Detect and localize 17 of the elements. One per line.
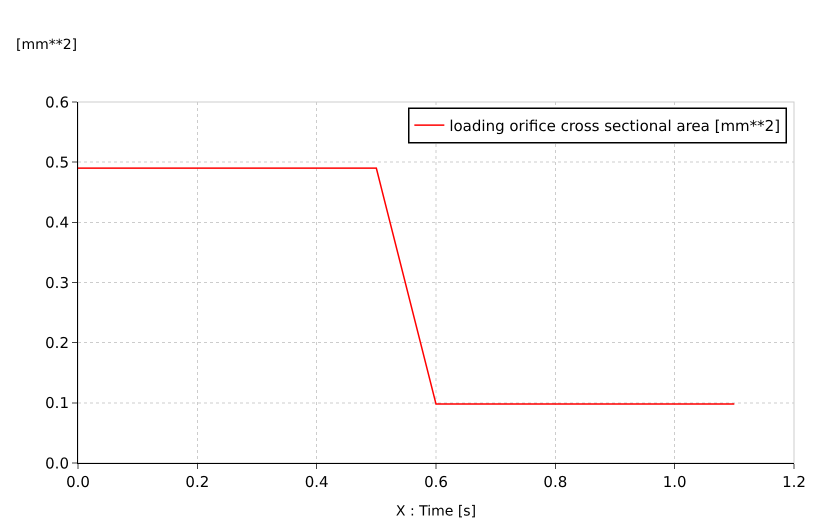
x-tick-label: 0.8: [543, 473, 568, 491]
y-tick-label: 0.2: [45, 334, 69, 352]
x-axis-title: X : Time [s]: [396, 503, 476, 520]
y-tick-label: 0.1: [45, 394, 69, 412]
y-tick-label: 0.0: [45, 454, 69, 472]
x-tick-label: 0.0: [66, 473, 90, 491]
x-tick-label: 1.2: [782, 473, 806, 491]
y-axis-title: [mm**2]: [16, 37, 78, 53]
x-tick-label: 0.2: [185, 473, 210, 491]
legend-label: loading orifice cross sectional area [mm**2]: [449, 117, 780, 136]
x-tick-label: 0.4: [304, 473, 329, 491]
y-tick-label: 0.6: [45, 93, 69, 112]
x-tick-label: 0.6: [424, 473, 448, 491]
x-tick-label: 1.0: [662, 473, 687, 491]
y-tick-label: 0.3: [45, 274, 69, 292]
y-tick-label: 0.5: [45, 153, 69, 172]
y-tick-label: 0.4: [45, 214, 69, 232]
